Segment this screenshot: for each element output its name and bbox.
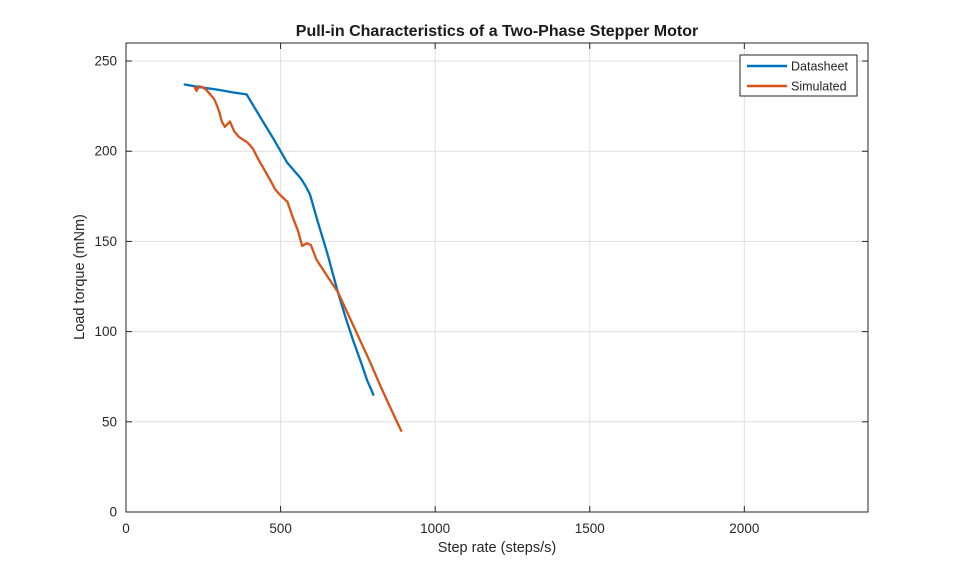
axes-layer: 0 500 1000 1500 2000 0 50 100 150 200 250 [94,42,869,536]
x-tick-label: 2000 [729,521,759,536]
y-tick-label: 50 [102,414,117,429]
series-layer [183,83,403,432]
legend-item-datasheet[interactable]: Datasheet [747,60,849,74]
y-tick-label: 250 [94,54,117,69]
series-line-datasheet [183,83,375,396]
x-tick-label: 500 [269,521,292,536]
axes-box [125,42,869,513]
y-tick-label: 100 [94,324,117,339]
chart-title: Pull-in Characteristics of a Two-Phase S… [296,23,698,40]
legend-label: Datasheet [791,60,849,74]
x-tick-label: 1500 [575,521,605,536]
legend-item-simulated[interactable]: Simulated [747,80,847,94]
x-axis-label: Step rate (steps/s) [438,540,556,556]
y-tick-label: 200 [94,144,117,159]
legend-label: Simulated [791,80,847,94]
legend-box[interactable] [739,54,858,97]
legend[interactable]: Datasheet Simulated [739,54,858,97]
y-axis-label: Load torque (mNm) [72,214,88,340]
x-tick-label: 0 [122,521,130,536]
y-tick-label: 0 [109,505,117,520]
x-tick-label: 1000 [420,521,450,536]
series-line-simulated [193,85,403,432]
grid-layer [126,43,868,512]
y-tick-label: 150 [94,234,117,249]
